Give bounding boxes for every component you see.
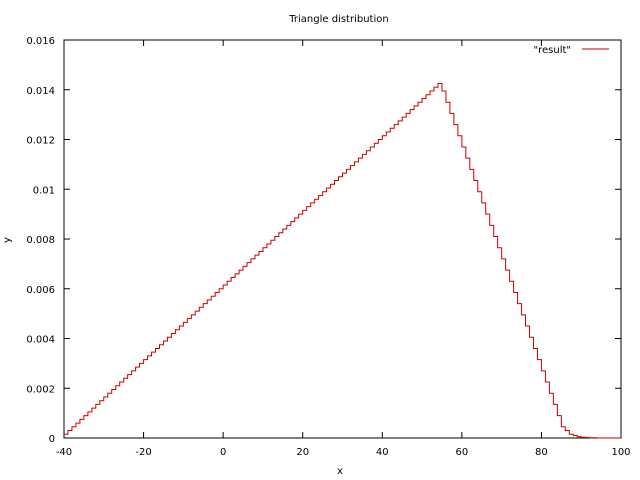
- x-tick-label: -20: [135, 447, 151, 458]
- legend: "result": [534, 45, 609, 56]
- x-tick-label: 40: [376, 447, 389, 458]
- x-tick-label: 100: [611, 447, 630, 458]
- x-tick-label: 0: [220, 447, 226, 458]
- legend-label-result: "result": [534, 45, 572, 56]
- y-tick-label: 0.004: [26, 335, 55, 346]
- y-tick-label: 0.012: [26, 136, 55, 147]
- x-tick-label: -40: [56, 447, 72, 458]
- x-axis: -40 -20 0 20 40 60 80 100: [56, 40, 631, 458]
- x-tick-label: 20: [296, 447, 309, 458]
- x-tick-label: 80: [535, 447, 548, 458]
- y-tick-label: 0.008: [26, 235, 55, 246]
- y-tick-label: 0.002: [26, 384, 55, 395]
- chart-title: Triangle distribution: [288, 14, 388, 25]
- y-axis: 0 0.002 0.004 0.006 0.008 0.01 0.012 0.014 0.016: [26, 36, 621, 445]
- y-tick-label: 0.016: [26, 36, 55, 47]
- y-tick-label: 0.006: [26, 285, 55, 296]
- y-tick-label: 0.01: [33, 185, 55, 196]
- y-tick-label: 0.014: [26, 86, 55, 97]
- x-tick-label: 60: [455, 447, 468, 458]
- plot-frame: [63, 39, 622, 439]
- series-line-result: [64, 83, 621, 439]
- y-tick-label: 0: [49, 434, 55, 445]
- y-axis-label: y: [2, 237, 13, 243]
- x-axis-label: x: [337, 466, 343, 477]
